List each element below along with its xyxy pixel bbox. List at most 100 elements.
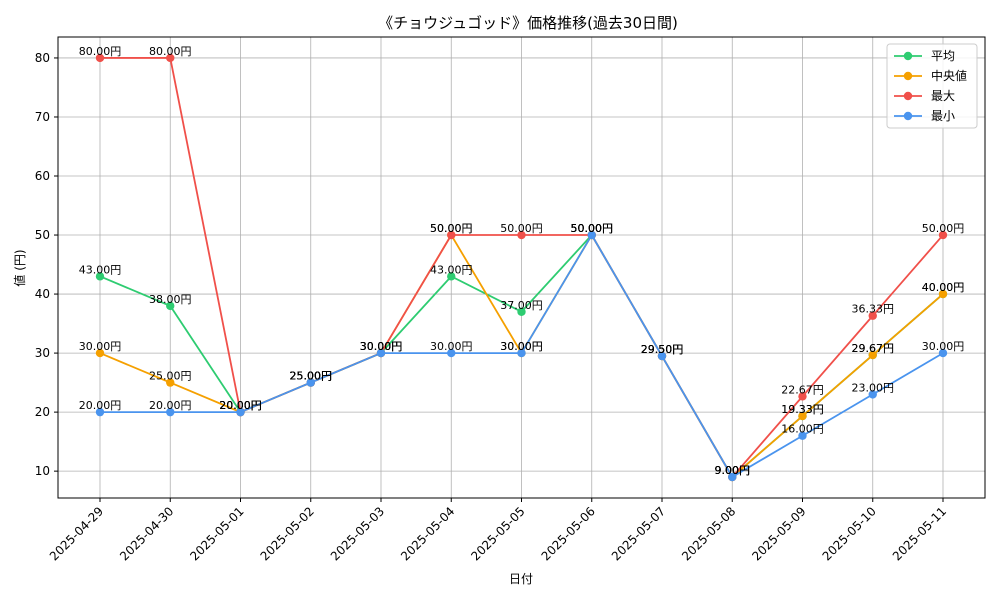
data-point bbox=[517, 230, 526, 240]
data-label: 80.00円 bbox=[79, 45, 122, 58]
data-label: 30.00円 bbox=[360, 340, 403, 353]
legend-marker bbox=[903, 91, 913, 101]
data-label: 25.00円 bbox=[290, 370, 333, 383]
x-tick-label: 2025-05-02 bbox=[258, 504, 317, 563]
data-label: 37.00円 bbox=[500, 299, 543, 312]
chart-title: 《チョウジュゴッド》価格推移(過去30日間) bbox=[378, 14, 678, 32]
data-label: 20.00円 bbox=[219, 399, 262, 412]
legend-marker bbox=[903, 71, 913, 81]
x-tick-label: 2025-05-11 bbox=[890, 504, 949, 563]
data-label: 29.50円 bbox=[641, 343, 684, 356]
y-tick-label: 70 bbox=[35, 110, 50, 124]
data-label: 50.00円 bbox=[430, 222, 473, 235]
x-tick-label: 2025-05-03 bbox=[328, 504, 387, 563]
data-label: 29.50円 bbox=[641, 343, 684, 356]
x-axis-title: 日付 bbox=[509, 572, 533, 586]
data-label: 19.33円 bbox=[781, 403, 824, 416]
data-label: 43.00円 bbox=[430, 263, 473, 276]
data-label: 9.00円 bbox=[715, 464, 751, 477]
data-label: 25.00円 bbox=[290, 370, 333, 383]
x-tick-label: 2025-04-29 bbox=[47, 504, 106, 563]
data-point bbox=[95, 348, 105, 358]
x-tick-label: 2025-05-06 bbox=[539, 504, 598, 563]
data-label: 50.00円 bbox=[571, 222, 614, 235]
data-label: 50.00円 bbox=[571, 222, 614, 235]
data-point bbox=[868, 390, 877, 399]
data-point bbox=[938, 289, 948, 299]
data-point bbox=[306, 378, 315, 387]
x-tick-label: 2025-05-09 bbox=[749, 504, 808, 563]
data-label: 30.00円 bbox=[360, 340, 403, 353]
data-point bbox=[447, 230, 456, 240]
y-tick-label: 30 bbox=[35, 346, 50, 360]
data-label: 30.00円 bbox=[500, 340, 543, 353]
x-tick-label: 2025-05-10 bbox=[820, 504, 879, 563]
data-label: 50.00円 bbox=[500, 222, 543, 235]
data-label: 22.67円 bbox=[781, 383, 824, 396]
data-label: 43.00円 bbox=[79, 263, 122, 276]
data-point bbox=[587, 230, 596, 240]
data-label: 29.67円 bbox=[852, 342, 895, 355]
data-point bbox=[95, 407, 105, 417]
data-label: 30.00円 bbox=[360, 340, 403, 353]
x-axis: 2025-04-29 2025-04-30 2025-05-01 2025-05-02… bbox=[47, 498, 949, 563]
data-label: 30.00円 bbox=[430, 340, 473, 353]
data-label: 19.33円 bbox=[781, 403, 824, 416]
data-point bbox=[166, 407, 175, 417]
data-point bbox=[236, 407, 245, 417]
legend-marker bbox=[903, 111, 913, 121]
grid bbox=[58, 37, 985, 498]
data-label: 50.00円 bbox=[571, 222, 614, 235]
data-point bbox=[95, 272, 105, 281]
data-label: 30.00円 bbox=[79, 340, 122, 353]
data-label: 25.00円 bbox=[290, 370, 333, 383]
data-point bbox=[166, 53, 175, 63]
y-axis-title: 値 (円) bbox=[12, 249, 27, 286]
x-tick-label: 2025-05-04 bbox=[398, 504, 457, 563]
series-layer bbox=[95, 53, 948, 482]
data-labels: 43.00円 38.00円 20.00円 25.00円 30.00円 43.00円 37.0… bbox=[79, 45, 965, 477]
data-point bbox=[447, 272, 456, 281]
data-point bbox=[798, 431, 807, 440]
data-label: 9.00円 bbox=[715, 464, 751, 477]
data-label: 29.50円 bbox=[641, 343, 684, 356]
data-label: 23.00円 bbox=[852, 381, 895, 394]
data-point bbox=[868, 311, 877, 320]
data-label: 30.00円 bbox=[360, 340, 403, 353]
data-point bbox=[868, 350, 877, 360]
x-tick-label: 2025-05-05 bbox=[468, 504, 527, 563]
x-tick-label: 2025-04-30 bbox=[117, 504, 176, 563]
y-tick-label: 80 bbox=[35, 51, 50, 65]
data-label: 20.00円 bbox=[219, 399, 262, 412]
data-point bbox=[166, 378, 175, 387]
data-label: 50.00円 bbox=[922, 222, 965, 235]
legend-label: 最大 bbox=[931, 89, 955, 103]
data-label: 9.00円 bbox=[715, 464, 751, 477]
data-label: 40.00円 bbox=[922, 281, 965, 294]
data-label: 30.00円 bbox=[922, 340, 965, 353]
data-label: 20.00円 bbox=[219, 399, 262, 412]
data-label: 20.00円 bbox=[219, 399, 262, 412]
y-tick-label: 60 bbox=[35, 169, 50, 183]
data-point bbox=[657, 351, 667, 361]
data-point bbox=[938, 348, 948, 358]
data-label: 25.00円 bbox=[149, 370, 192, 383]
data-label: 29.67円 bbox=[852, 342, 895, 355]
data-label: 29.50円 bbox=[641, 343, 684, 356]
y-tick-label: 50 bbox=[35, 228, 50, 242]
legend-label: 中央値 bbox=[931, 68, 967, 83]
data-label: 30.00円 bbox=[500, 340, 543, 353]
y-tick-label: 10 bbox=[35, 464, 50, 478]
data-label: 16.00円 bbox=[781, 423, 824, 436]
x-tick-label: 2025-05-08 bbox=[679, 504, 738, 563]
data-label: 50.00円 bbox=[571, 222, 614, 235]
data-point bbox=[166, 301, 175, 311]
legend-marker bbox=[903, 51, 913, 61]
data-label: 38.00円 bbox=[149, 293, 192, 306]
data-point bbox=[95, 53, 105, 63]
data-label: 9.00円 bbox=[715, 464, 751, 477]
y-axis: 10 20 30 40 50 60 70 80 bbox=[35, 51, 58, 478]
legend-label: 最小 bbox=[931, 109, 955, 123]
